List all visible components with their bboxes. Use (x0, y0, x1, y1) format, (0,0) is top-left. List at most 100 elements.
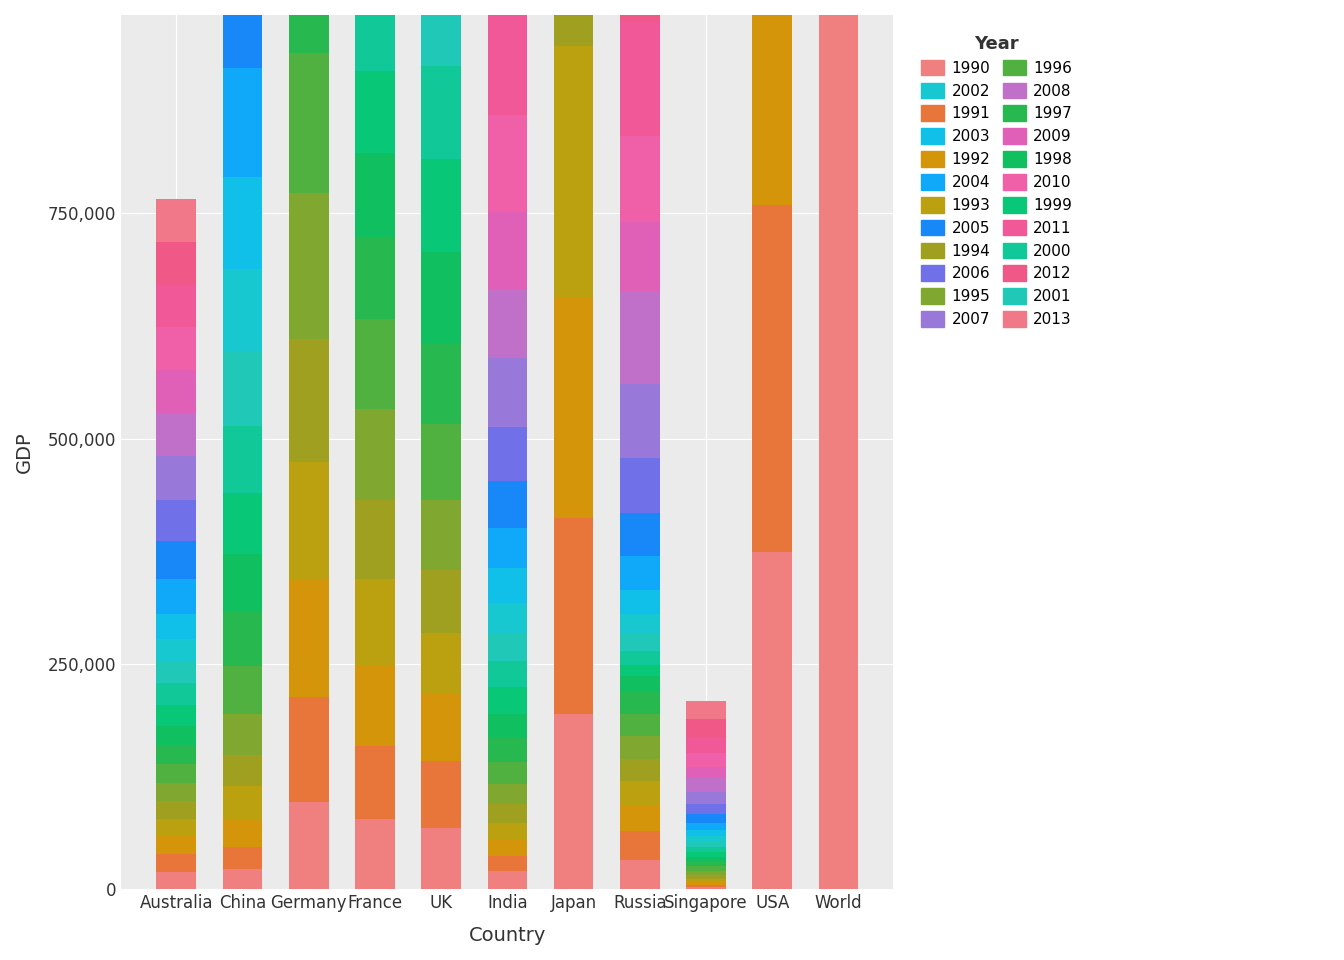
Bar (421, 0, 461, 65)
Bar (289, 339, 328, 463)
X-axis label: Country: Country (469, 926, 546, 945)
Bar (223, 848, 262, 869)
Bar (289, 579, 328, 697)
Bar (223, 713, 262, 755)
Bar (223, 820, 262, 848)
Bar (687, 804, 726, 814)
Bar (620, 714, 660, 736)
Bar (488, 839, 527, 855)
Bar (620, 758, 660, 781)
Bar (687, 719, 726, 736)
Bar (355, 746, 395, 819)
Bar (488, 738, 527, 761)
Bar (488, 714, 527, 738)
Bar (620, 614, 660, 634)
Bar (554, 46, 594, 298)
Bar (687, 842, 726, 847)
Bar (421, 499, 461, 570)
Bar (223, 426, 262, 493)
Bar (620, 291, 660, 384)
Bar (156, 801, 196, 819)
Bar (156, 541, 196, 579)
Bar (620, 384, 660, 458)
Bar (620, 634, 660, 651)
Bar (687, 887, 726, 889)
Bar (620, 781, 660, 805)
Bar (223, 755, 262, 786)
Bar (488, 212, 527, 289)
Bar (355, 500, 395, 579)
Bar (289, 0, 328, 53)
Bar (421, 65, 461, 159)
Bar (818, 0, 859, 889)
Bar (156, 836, 196, 854)
Bar (488, 0, 527, 12)
Bar (620, 136, 660, 222)
Bar (620, 691, 660, 714)
Bar (289, 803, 328, 889)
Bar (223, 0, 262, 68)
Bar (223, 351, 262, 426)
Bar (620, 831, 660, 860)
Bar (488, 357, 527, 427)
Bar (488, 12, 527, 115)
Bar (156, 661, 196, 683)
Bar (488, 568, 527, 603)
Bar (223, 177, 262, 270)
Bar (421, 424, 461, 499)
Bar (753, 0, 792, 204)
Bar (687, 701, 726, 719)
Bar (223, 665, 262, 713)
Bar (687, 861, 726, 867)
Bar (156, 782, 196, 801)
Bar (488, 761, 527, 783)
Bar (223, 786, 262, 820)
Bar (488, 687, 527, 714)
Bar (687, 836, 726, 842)
Bar (156, 683, 196, 705)
Bar (687, 778, 726, 792)
Bar (156, 500, 196, 541)
Bar (156, 413, 196, 456)
Bar (355, 579, 395, 665)
Bar (156, 285, 196, 327)
Bar (156, 456, 196, 500)
Bar (223, 270, 262, 351)
Bar (156, 242, 196, 285)
Bar (554, 714, 594, 889)
Bar (687, 792, 726, 804)
Bar (488, 528, 527, 568)
Bar (355, 320, 395, 409)
Bar (156, 639, 196, 661)
Bar (289, 463, 328, 579)
Bar (421, 633, 461, 694)
Bar (355, 237, 395, 320)
Bar (223, 68, 262, 177)
Bar (289, 193, 328, 339)
Bar (355, 71, 395, 154)
Bar (620, 860, 660, 889)
Bar (355, 665, 395, 746)
Bar (620, 736, 660, 758)
Bar (620, 222, 660, 291)
Bar (421, 344, 461, 424)
Bar (421, 252, 461, 344)
Bar (554, 0, 594, 46)
Bar (488, 872, 527, 889)
Y-axis label: GDP: GDP (15, 431, 34, 473)
Bar (156, 370, 196, 413)
Bar (620, 665, 660, 677)
Bar (687, 885, 726, 887)
Bar (156, 726, 196, 745)
Bar (223, 555, 262, 612)
Bar (156, 327, 196, 370)
Bar (488, 804, 527, 824)
Bar (687, 878, 726, 882)
Bar (488, 427, 527, 481)
Bar (488, 603, 527, 633)
Bar (554, 298, 594, 517)
Bar (687, 754, 726, 767)
Bar (488, 824, 527, 839)
Bar (156, 579, 196, 613)
Bar (223, 869, 262, 889)
